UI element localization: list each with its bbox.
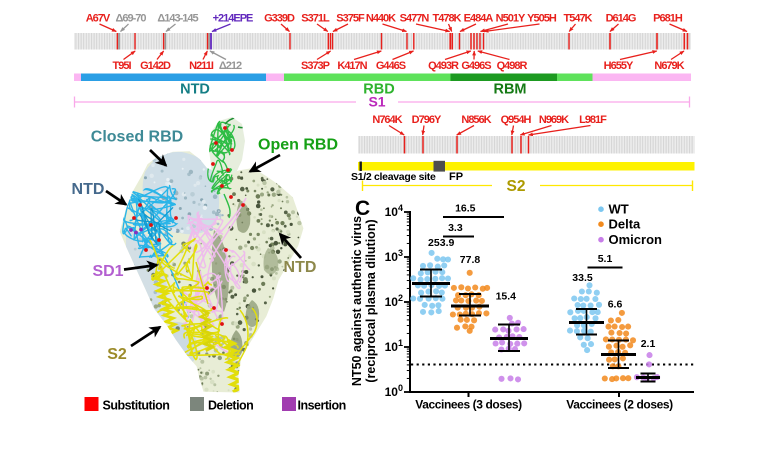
svg-text:N969K: N969K bbox=[539, 114, 569, 126]
svg-text:NTD: NTD bbox=[72, 181, 105, 198]
svg-text:Vaccinees (2 doses): Vaccinees (2 doses) bbox=[566, 398, 673, 412]
svg-text:100: 100 bbox=[385, 383, 403, 399]
svg-text:Q493R: Q493R bbox=[428, 60, 459, 72]
svg-text:G142D: G142D bbox=[140, 60, 171, 72]
svg-text:N679K: N679K bbox=[654, 60, 684, 72]
svg-text:2.1: 2.1 bbox=[641, 338, 656, 350]
svg-text:Δ143-145: Δ143-145 bbox=[157, 13, 198, 25]
svg-text:Q498R: Q498R bbox=[497, 60, 528, 72]
svg-text:+214EPE: +214EPE bbox=[213, 13, 253, 25]
svg-text:S373P: S373P bbox=[301, 60, 330, 72]
svg-text:D796Y: D796Y bbox=[412, 114, 442, 126]
svg-text:Insertion: Insertion bbox=[298, 399, 346, 413]
svg-text:Deletion: Deletion bbox=[208, 399, 253, 413]
svg-text:S2: S2 bbox=[107, 346, 127, 363]
svg-text:RBD: RBD bbox=[363, 82, 394, 98]
svg-text:N501Y: N501Y bbox=[496, 13, 526, 25]
svg-text:16.5: 16.5 bbox=[455, 202, 476, 214]
svg-text:S375F: S375F bbox=[336, 13, 365, 25]
svg-text:L981F: L981F bbox=[579, 114, 607, 126]
svg-text:Δ69-70: Δ69-70 bbox=[115, 13, 146, 25]
svg-text:K417N: K417N bbox=[337, 60, 367, 72]
svg-text:S1: S1 bbox=[368, 94, 385, 110]
svg-text:NT50 against authentic virus: NT50 against authentic virus bbox=[350, 216, 364, 386]
svg-text:253.9: 253.9 bbox=[428, 237, 454, 249]
svg-text:6.6: 6.6 bbox=[608, 299, 623, 311]
svg-text:H655Y: H655Y bbox=[604, 60, 634, 72]
svg-text:WT: WT bbox=[609, 202, 629, 217]
svg-text:5.1: 5.1 bbox=[598, 253, 613, 265]
svg-text:G339D: G339D bbox=[264, 13, 295, 25]
svg-text:D614G: D614G bbox=[606, 13, 636, 25]
svg-text:FP: FP bbox=[449, 171, 463, 183]
svg-text:104: 104 bbox=[385, 203, 403, 219]
svg-text:Q954H: Q954H bbox=[501, 114, 532, 126]
svg-text:S371L: S371L bbox=[301, 13, 330, 25]
svg-text:G446S: G446S bbox=[376, 60, 406, 72]
svg-text:Δ212: Δ212 bbox=[219, 60, 242, 72]
svg-text:A67V: A67V bbox=[86, 13, 111, 25]
svg-text:SD1: SD1 bbox=[92, 263, 123, 280]
svg-text:T547K: T547K bbox=[563, 13, 592, 25]
svg-text:15.4: 15.4 bbox=[496, 291, 517, 303]
svg-text:NTD: NTD bbox=[284, 259, 317, 276]
svg-text:S1/2 cleavage site: S1/2 cleavage site bbox=[351, 171, 436, 183]
svg-text:NTD: NTD bbox=[180, 82, 210, 98]
svg-text:RBM: RBM bbox=[493, 82, 526, 98]
svg-text:N856K: N856K bbox=[461, 114, 491, 126]
svg-text:T95I: T95I bbox=[112, 60, 131, 72]
svg-text:S2: S2 bbox=[507, 178, 526, 195]
svg-text:Vaccinees (3 doses): Vaccinees (3 doses) bbox=[415, 398, 522, 412]
svg-text:E484A: E484A bbox=[464, 13, 494, 25]
svg-text:33.5: 33.5 bbox=[572, 272, 593, 284]
svg-text:3.3: 3.3 bbox=[448, 222, 463, 234]
svg-text:N440K: N440K bbox=[366, 13, 396, 25]
svg-text:S477N: S477N bbox=[400, 13, 430, 25]
svg-text:N764K: N764K bbox=[372, 114, 402, 126]
svg-text:P681H: P681H bbox=[653, 13, 683, 25]
svg-text:N211I: N211I bbox=[189, 60, 214, 72]
svg-text:Delta: Delta bbox=[609, 217, 642, 232]
svg-text:Omicron: Omicron bbox=[609, 232, 663, 247]
svg-text:Closed RBD: Closed RBD bbox=[91, 129, 183, 146]
svg-text:101: 101 bbox=[385, 338, 403, 354]
svg-text:77.8: 77.8 bbox=[460, 254, 481, 266]
svg-text:(reciprocal plasma dilution): (reciprocal plasma dilution) bbox=[364, 219, 378, 382]
svg-text:T478K: T478K bbox=[432, 13, 461, 25]
svg-text:103: 103 bbox=[385, 248, 403, 264]
svg-text:Open RBD: Open RBD bbox=[258, 137, 338, 154]
svg-text:Y505H: Y505H bbox=[527, 13, 557, 25]
svg-text:Substitution: Substitution bbox=[103, 399, 170, 413]
svg-text:G496S: G496S bbox=[461, 60, 491, 72]
svg-text:102: 102 bbox=[385, 293, 403, 309]
svg-text:C: C bbox=[355, 197, 370, 220]
